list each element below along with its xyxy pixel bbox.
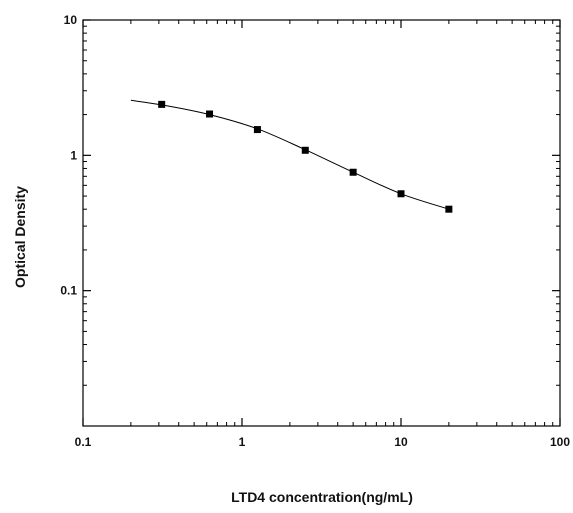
plot-area — [82, 19, 561, 427]
data-point — [445, 205, 453, 213]
data-point — [301, 146, 309, 154]
x-axis-title: LTD4 concentration(ng/mL) — [231, 489, 413, 505]
y-tick-label: 10 — [64, 13, 78, 27]
x-axis: 0.1 1 10 100 — [75, 20, 570, 449]
x-tick-label: 100 — [550, 435, 570, 449]
y-tick-label: 1 — [70, 148, 77, 162]
data-point — [397, 190, 405, 198]
y-tick-label: 0.1 — [60, 284, 77, 298]
data-point — [349, 168, 357, 176]
plot-frame — [82, 19, 561, 427]
y-axis-title: Optical Density — [12, 186, 28, 288]
data-point — [158, 100, 166, 108]
x-tick-label: 10 — [394, 435, 408, 449]
data-points — [158, 100, 453, 213]
y-axis: 0.1 1 10 — [60, 13, 560, 386]
data-point — [253, 126, 261, 134]
x-tick-label: 0.1 — [75, 435, 92, 449]
data-point — [206, 110, 214, 118]
x-tick-label: 1 — [239, 435, 246, 449]
